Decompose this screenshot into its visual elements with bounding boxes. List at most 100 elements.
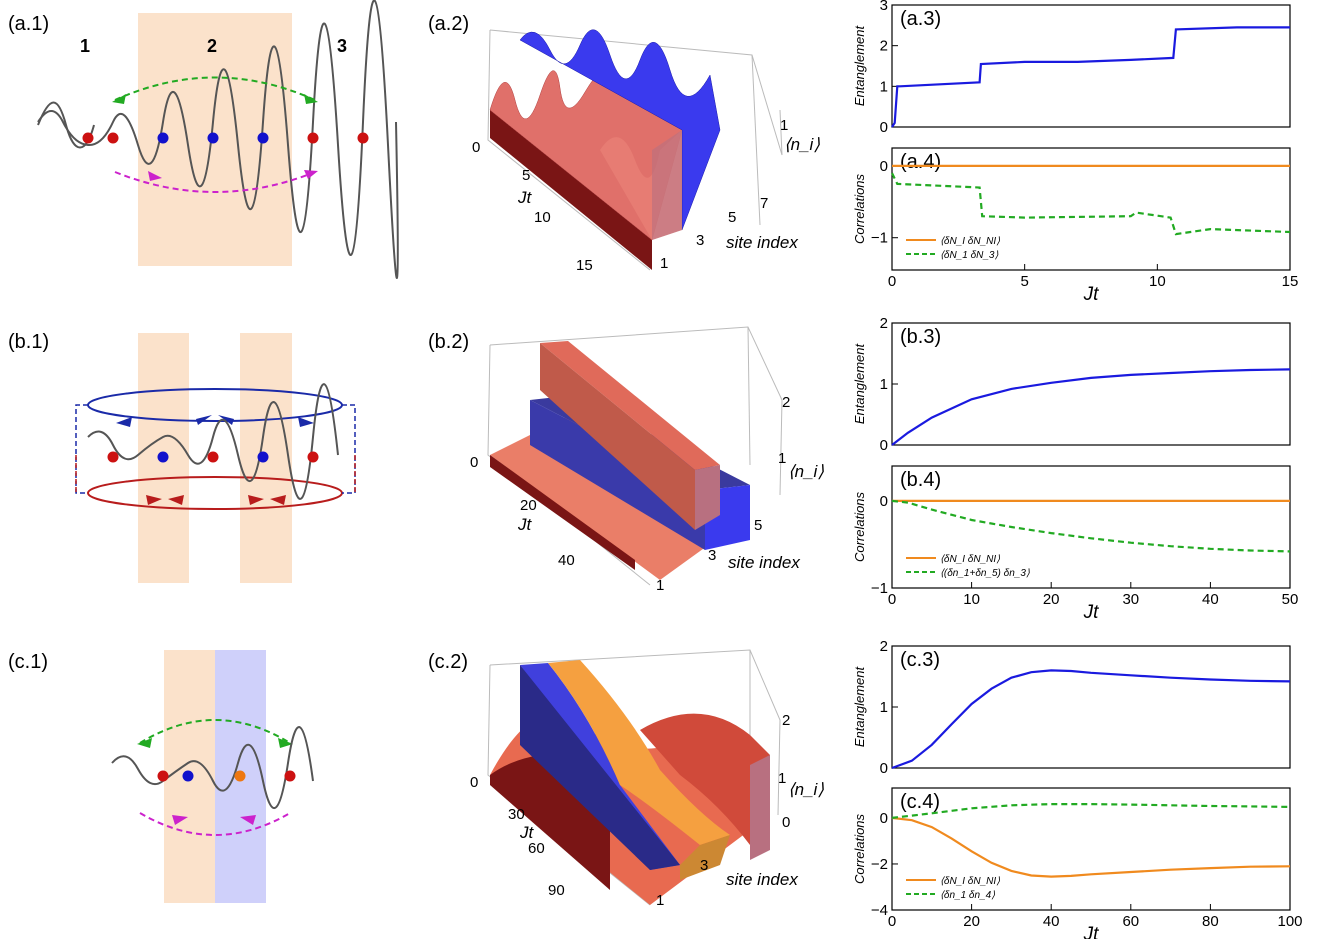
atom-red — [307, 132, 319, 144]
x-tick-label: 50 — [1282, 591, 1299, 608]
lattice-potential-full — [37, 0, 399, 279]
atom-blue — [157, 132, 169, 144]
arrow-head-icon — [116, 417, 132, 427]
chart-c4: 0−2−40 20 40 60 80 100JtCorrelations(c.4)⟨δN_… — [852, 787, 1303, 939]
ni-tick: 0 — [470, 454, 478, 471]
arrow-head-icon — [218, 415, 234, 425]
jt-tick: 60 — [528, 840, 545, 857]
chart-b3: 0 1 2 Entanglement (b.3) — [852, 315, 1291, 454]
ni-tick: 2 — [782, 394, 790, 411]
lattice-potential — [87, 383, 339, 500]
series-line — [891, 802, 1291, 819]
bounding-box — [487, 29, 783, 271]
atom-red — [207, 451, 219, 463]
site-axis-label: site index — [726, 870, 798, 889]
atom-orange — [234, 770, 246, 782]
panel-label-a3: (a.3) — [900, 8, 941, 30]
arrow-head-icon — [148, 171, 162, 181]
chart-a4: 0 −1 0 5 10 15 Jt Correlations (a.4) ⟨δN_I δN_NI⟩… — [852, 147, 1299, 305]
atom-red — [107, 132, 119, 144]
series-line — [891, 26, 1290, 128]
arrow-head-icon — [304, 170, 318, 179]
panel-label-b4: (b.4) — [900, 469, 941, 491]
series-line — [891, 816, 1291, 878]
y-axis-label: Entanglement — [852, 666, 867, 748]
legend-label: ⟨(δn_1+δn_5) δn_3⟩ — [940, 568, 1030, 579]
schematic-b1: (b.1) — [8, 331, 356, 583]
y-tick-label: 0 — [880, 119, 888, 136]
panel-label-b2: (b.2) — [428, 331, 469, 353]
x-axis-label: Jt — [1083, 284, 1100, 305]
arrow-head-icon — [298, 417, 314, 427]
legend-label: ⟨δN_1 δN_3⟩ — [940, 250, 998, 261]
jt-tick: 15 — [576, 257, 593, 274]
jt-axis-label: Jt — [517, 515, 533, 534]
plot-frame — [891, 465, 1291, 589]
ni-tick: 1 — [778, 450, 786, 467]
arrow-head-icon — [112, 94, 126, 104]
surface-plot-a2: (a.2) 0 1 ⟨n_i⟩ 5 10 15 Jt 1 3 5 7 site … — [428, 13, 820, 274]
y-tick-label: 0 — [880, 437, 888, 454]
arrow-head-icon — [270, 495, 286, 505]
y-tick-label: −1 — [871, 580, 888, 597]
atom-red — [82, 132, 94, 144]
legend-label: ⟨δn_1 δn_4⟩ — [940, 890, 995, 901]
legend-label: ⟨δN_I δN_NI⟩ — [940, 236, 1000, 247]
x-tick-label: 0 — [888, 273, 896, 290]
y-axis-label: Correlations — [852, 813, 867, 884]
y-tick-label: 1 — [880, 699, 888, 716]
bar-red-tall-side — [695, 465, 720, 530]
x-tick-label: 10 — [963, 591, 980, 608]
chart-a3: 0 1 2 3 Entanglement (a.3) — [852, 0, 1291, 136]
series-line — [891, 172, 1291, 236]
site-tick: 3 — [700, 857, 708, 874]
chart-c3: 0 1 2 Entanglement (c.3) — [852, 638, 1291, 777]
y-tick-label: 2 — [880, 638, 888, 655]
atom-red — [157, 770, 169, 782]
site-tick: 1 — [660, 255, 668, 272]
surface-plot-c2: (c.2) 0 0 1 2 ⟨n_i⟩ 30 60 90 Jt 1 3 site… — [428, 649, 824, 909]
y-axis-label: Correlations — [852, 173, 867, 244]
site-tick: 5 — [754, 517, 762, 534]
x-tick-label: 100 — [1277, 913, 1302, 930]
x-tick-label: 15 — [1282, 273, 1299, 290]
bar-blue-front — [530, 400, 705, 550]
ni-tick: 0 — [782, 814, 790, 831]
surface-orange-slope — [548, 660, 730, 845]
panel-label-c2: (c.2) — [428, 651, 468, 673]
arrow-head-icon — [137, 738, 152, 748]
series-line — [891, 499, 1291, 553]
site-axis-label: site index — [726, 233, 798, 252]
y-axis-label: Correlations — [852, 491, 867, 562]
site-tick: 5 — [728, 209, 736, 226]
y-tick-label: 0 — [880, 493, 888, 510]
panel-label-b3: (b.3) — [900, 326, 941, 348]
jt-tick: 30 — [508, 806, 525, 823]
plot-frame — [891, 645, 1291, 769]
arrow-head-icon — [168, 495, 184, 505]
atom-red — [357, 132, 369, 144]
y-tick-label: −4 — [871, 902, 888, 919]
jt-axis-label: Jt — [519, 823, 535, 842]
ni-tick: 1 — [778, 770, 786, 787]
schematic-c1: (c.1) — [8, 650, 314, 903]
legend-label: ⟨δN_I δN_NI⟩ — [940, 876, 1000, 887]
y-tick-label: 0 — [880, 158, 888, 175]
ni-axis-label: ⟨n_i⟩ — [788, 462, 824, 481]
y-tick-label: 1 — [880, 78, 888, 95]
ni-axis-label: ⟨n_i⟩ — [784, 135, 820, 154]
y-tick-label: 2 — [880, 38, 888, 55]
region-2-label: 2 — [207, 36, 217, 56]
jt-tick: 90 — [548, 882, 565, 899]
schematic-a1: (a.1) 1 2 3 — [8, 0, 399, 279]
x-tick-label: 10 — [1149, 273, 1166, 290]
ni-tick: 0 — [472, 139, 480, 156]
legend-label: ⟨δN_I δN_NI⟩ — [940, 554, 1000, 565]
arrow-head-icon — [278, 738, 293, 748]
panel-label-a1: (a.1) — [8, 13, 49, 35]
atom-blue — [157, 451, 169, 463]
x-tick-label: 5 — [1020, 273, 1028, 290]
arrow-head-icon — [172, 815, 188, 825]
